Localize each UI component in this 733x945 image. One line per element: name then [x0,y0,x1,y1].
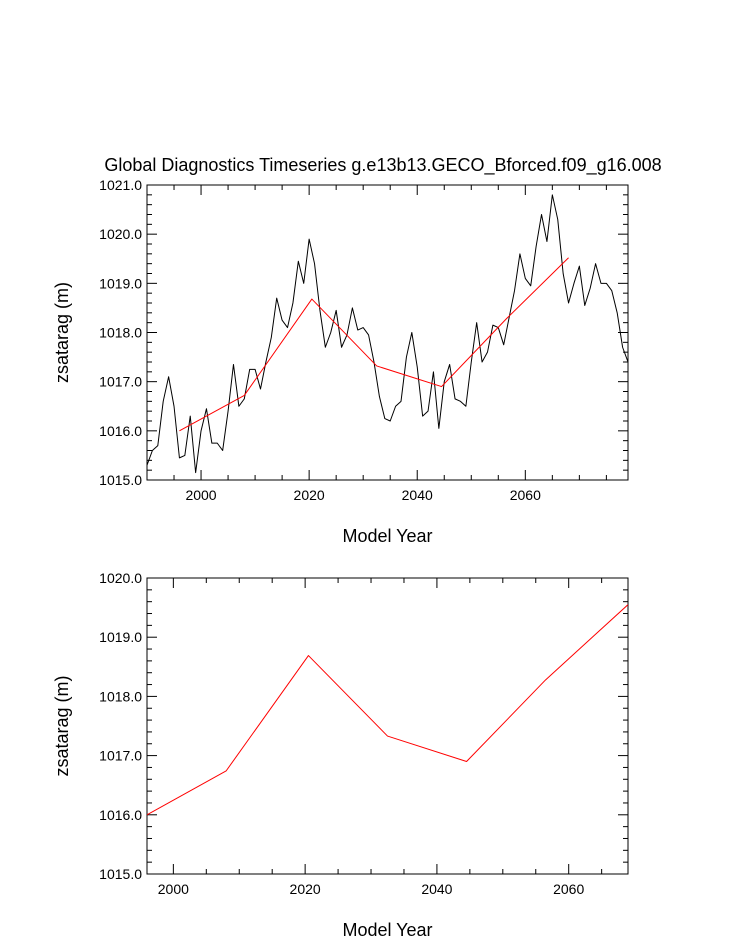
bottom-y-tick-label: 1018.0 [99,688,142,704]
top-y-tick-label: 1016.0 [99,423,142,439]
bottom-plot-frame [146,577,629,875]
top-x-tick-label: 2060 [510,487,541,503]
bottom-x-tick-label: 2020 [290,881,321,897]
top-series-running-mean-line [179,257,569,432]
top-chart-panel: 2000 2020 2040 2060 1015.0 1016.0 1017.0 1018.0… [52,177,629,546]
bottom-x-tick-label: 2040 [421,881,452,897]
page-title: Global Diagnostics Timeseries g.e13b13.G… [104,155,661,176]
top-y-tick-label: 1017.0 [99,374,142,390]
top-series-annual-line [147,194,628,474]
bottom-y-tick-label: 1020.0 [99,570,142,586]
top-x-axis-label: Model Year [342,526,432,546]
top-y-tick-label: 1018.0 [99,325,142,341]
bottom-series-running-mean-line [147,604,628,816]
bottom-x-tick-label: 2060 [553,881,584,897]
top-x-tick-label: 2000 [185,487,216,503]
top-plot-frame [146,184,629,481]
bottom-chart-panel: 2000 2020 2040 2060 1015.0 1016.0 1017.0 1018.0… [52,570,629,940]
top-x-tick-label: 2040 [402,487,433,503]
bottom-y-tick-label: 1019.0 [99,629,142,645]
bottom-y-tick-label: 1015.0 [99,866,142,882]
top-y-tick-label: 1019.0 [99,275,142,291]
top-y-tick-label: 1021.0 [99,177,142,193]
top-y-tick-label: 1015.0 [99,472,142,488]
top-y-axis-label: zsatarag (m) [52,282,72,383]
top-y-tick-label: 1020.0 [99,226,142,242]
top-x-tick-label: 2020 [294,487,325,503]
bottom-y-tick-label: 1016.0 [99,807,142,823]
bottom-x-tick-label: 2000 [158,881,189,897]
bottom-y-tick-label: 1017.0 [99,748,142,764]
bottom-y-axis-label: zsatarag (m) [52,675,72,776]
bottom-x-axis-label: Model Year [342,920,432,940]
